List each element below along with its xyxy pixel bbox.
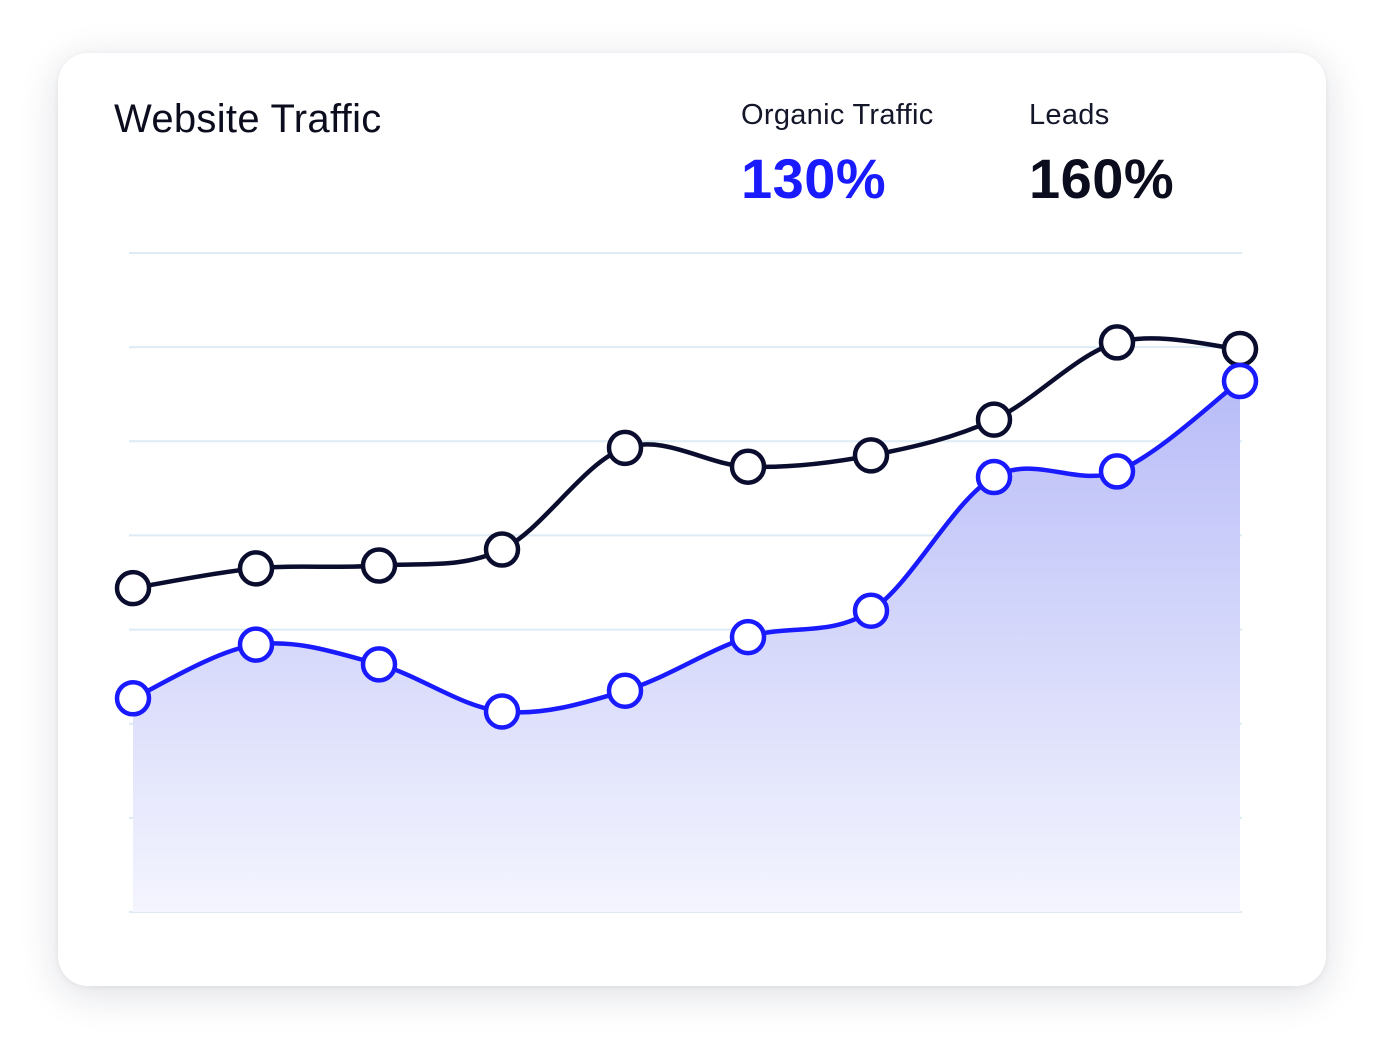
data-point	[114, 569, 152, 607]
leads-label: Leads	[1029, 99, 1110, 131]
data-point	[1221, 330, 1259, 368]
organic-traffic-label: Organic Traffic	[741, 99, 934, 131]
card-title: Website Traffic	[114, 97, 382, 141]
data-point	[360, 646, 398, 683]
data-point	[1221, 362, 1259, 400]
area-fill-layer	[133, 381, 1240, 912]
series-lines-layer	[130, 336, 1243, 715]
data-points-layer	[114, 324, 1259, 730]
data-point	[237, 626, 275, 663]
data-point	[483, 531, 521, 568]
data-point	[237, 550, 275, 587]
data-point	[729, 618, 767, 656]
leads-stat: Leads 160%	[1029, 99, 1174, 211]
series-line-1	[130, 336, 1243, 591]
data-point	[975, 401, 1013, 438]
data-point	[852, 592, 890, 629]
series-line-2	[130, 378, 1243, 715]
series-area-fill	[133, 381, 1240, 912]
data-point	[114, 680, 152, 717]
data-point	[729, 448, 767, 485]
data-point	[1098, 453, 1136, 490]
organic-traffic-stat: Organic Traffic 130%	[741, 99, 934, 211]
data-point	[1098, 324, 1136, 361]
data-point	[606, 429, 644, 467]
data-point	[360, 547, 398, 584]
data-point	[975, 458, 1013, 496]
leads-value: 160%	[1029, 147, 1175, 210]
data-point	[483, 693, 521, 730]
data-point	[606, 672, 644, 710]
data-point	[852, 437, 890, 474]
organic-traffic-value: 130%	[741, 147, 887, 210]
